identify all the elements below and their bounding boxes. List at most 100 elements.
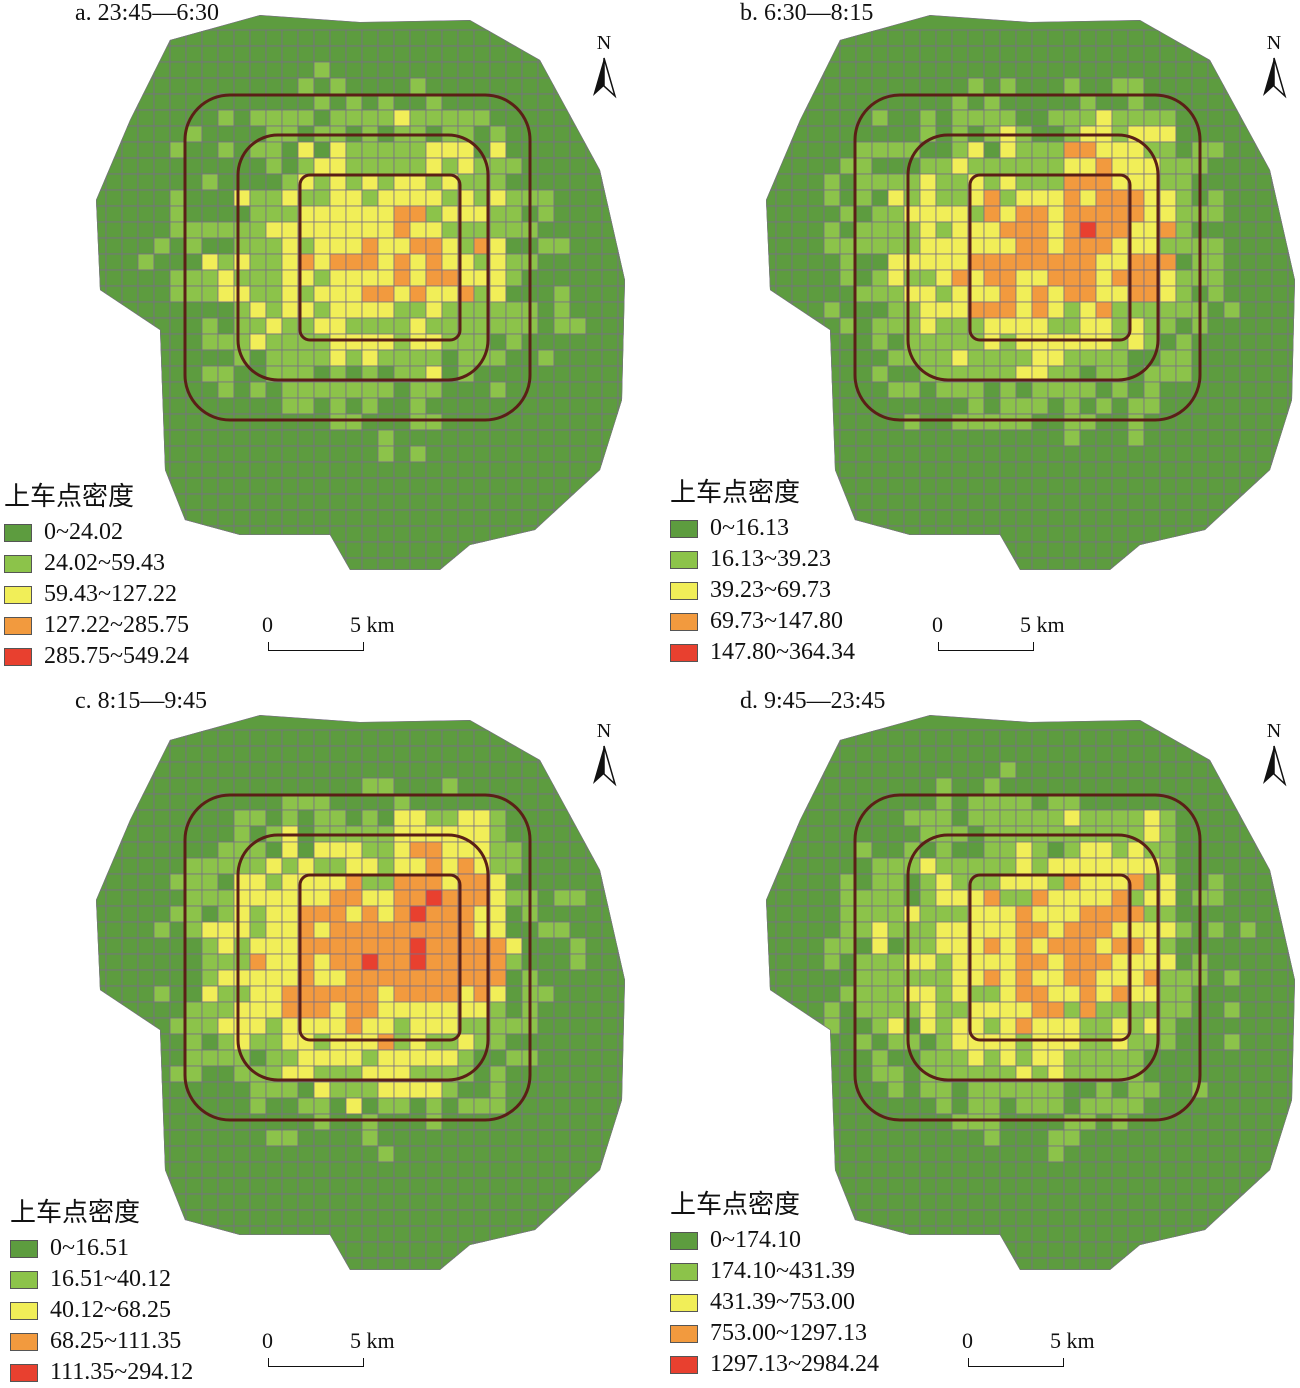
map-cell bbox=[1208, 238, 1224, 254]
map-cell bbox=[888, 1210, 904, 1226]
map-cell bbox=[154, 286, 170, 302]
map-cell bbox=[394, 1258, 410, 1274]
map-cell bbox=[904, 762, 920, 778]
map-cell bbox=[760, 382, 776, 398]
map-cell bbox=[1224, 398, 1240, 414]
legend-item-4: 68.25~111.35 bbox=[10, 1326, 193, 1357]
map-cell bbox=[474, 494, 490, 510]
map-cell bbox=[154, 350, 170, 366]
map-cell bbox=[618, 462, 634, 478]
map-cell bbox=[1032, 414, 1048, 430]
map-cell bbox=[138, 78, 154, 94]
map-cell bbox=[760, 746, 776, 762]
map-cell bbox=[458, 1130, 474, 1146]
map-cell bbox=[202, 366, 218, 382]
map-cell bbox=[90, 746, 106, 762]
map-cell bbox=[872, 874, 888, 890]
map-cell bbox=[250, 158, 266, 174]
map-cell bbox=[1176, 302, 1192, 318]
map-cell bbox=[330, 778, 346, 794]
map-cell bbox=[186, 222, 202, 238]
map-cell bbox=[984, 558, 1000, 574]
map-cell bbox=[554, 938, 570, 954]
map-cell bbox=[872, 1034, 888, 1050]
map-cell bbox=[1016, 954, 1032, 970]
map-cell bbox=[522, 78, 538, 94]
map-cell bbox=[856, 46, 872, 62]
map-cell bbox=[920, 1098, 936, 1114]
map-cell bbox=[554, 94, 570, 110]
map-cell bbox=[618, 906, 634, 922]
map-cell bbox=[872, 730, 888, 746]
map-cell bbox=[1112, 890, 1128, 906]
map-cell bbox=[346, 398, 362, 414]
map-cell bbox=[90, 1130, 106, 1146]
map-cell bbox=[362, 858, 378, 874]
map-cell bbox=[1224, 446, 1240, 462]
map-cell bbox=[1080, 746, 1096, 762]
map-cell bbox=[250, 746, 266, 762]
map-cell bbox=[250, 190, 266, 206]
map-cell bbox=[808, 970, 824, 986]
map-cell bbox=[138, 826, 154, 842]
map-cell bbox=[872, 778, 888, 794]
map-cell bbox=[984, 542, 1000, 558]
legend-label: 39.23~69.73 bbox=[710, 577, 831, 604]
map-cell bbox=[138, 62, 154, 78]
map-cell bbox=[856, 238, 872, 254]
map-cell bbox=[266, 858, 282, 874]
map-cell bbox=[346, 510, 362, 526]
legend-swatch bbox=[670, 644, 698, 662]
map-cell bbox=[538, 794, 554, 810]
map-cell bbox=[138, 938, 154, 954]
map-cell bbox=[138, 1066, 154, 1082]
map-cell bbox=[776, 1114, 792, 1130]
map-cell bbox=[138, 794, 154, 810]
map-cell bbox=[122, 206, 138, 222]
map-cell bbox=[362, 494, 378, 510]
map-cell bbox=[1144, 1210, 1160, 1226]
map-cell bbox=[968, 478, 984, 494]
map-cell bbox=[760, 794, 776, 810]
map-cell bbox=[426, 762, 442, 778]
map-cell bbox=[920, 970, 936, 986]
map-cell bbox=[426, 238, 442, 254]
map-cell bbox=[314, 414, 330, 430]
map-cell bbox=[1256, 794, 1272, 810]
map-cell bbox=[458, 1194, 474, 1210]
map-cell bbox=[776, 1066, 792, 1082]
map-cell bbox=[186, 142, 202, 158]
map-cell bbox=[442, 254, 458, 270]
map-cell bbox=[106, 302, 122, 318]
map-cell bbox=[1256, 906, 1272, 922]
map-cell bbox=[1224, 730, 1240, 746]
map-cell bbox=[378, 206, 394, 222]
map-cell bbox=[506, 1242, 522, 1258]
map-cell bbox=[1080, 1274, 1096, 1290]
map-cell bbox=[936, 190, 952, 206]
map-cell bbox=[554, 1274, 570, 1290]
map-cell bbox=[90, 190, 106, 206]
map-cell bbox=[634, 174, 650, 190]
map-cell bbox=[138, 874, 154, 890]
map-cell bbox=[202, 270, 218, 286]
map-cell bbox=[1032, 1274, 1048, 1290]
map-cell bbox=[936, 398, 952, 414]
map-cell bbox=[1080, 778, 1096, 794]
map-cell bbox=[856, 922, 872, 938]
map-cell bbox=[1000, 494, 1016, 510]
map-cell bbox=[474, 826, 490, 842]
map-cell bbox=[1016, 1210, 1032, 1226]
map-cell bbox=[122, 874, 138, 890]
map-cell bbox=[218, 778, 234, 794]
map-cell bbox=[1112, 446, 1128, 462]
map-cell bbox=[202, 478, 218, 494]
map-cell bbox=[234, 30, 250, 46]
map-cell bbox=[362, 462, 378, 478]
map-cell bbox=[618, 142, 634, 158]
map-cell bbox=[1160, 254, 1176, 270]
map-cell bbox=[1176, 1258, 1192, 1274]
map-cell bbox=[586, 254, 602, 270]
map-cell bbox=[106, 78, 122, 94]
map-cell bbox=[570, 938, 586, 954]
